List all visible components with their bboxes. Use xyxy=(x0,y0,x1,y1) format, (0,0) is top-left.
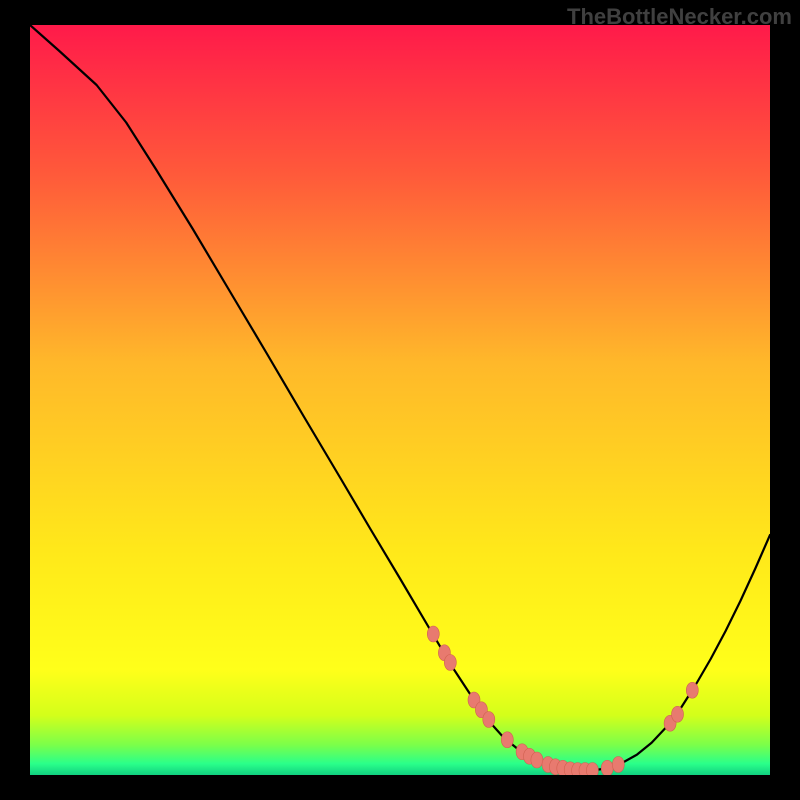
data-marker xyxy=(686,682,698,698)
data-marker xyxy=(612,757,624,773)
plot-area xyxy=(30,25,770,775)
chart-container: TheBottleNecker.com xyxy=(0,0,800,800)
data-marker xyxy=(601,760,613,775)
chart-svg xyxy=(30,25,770,775)
data-marker xyxy=(427,626,439,642)
data-marker xyxy=(444,655,456,671)
gradient-background xyxy=(30,25,770,775)
data-marker xyxy=(531,752,543,768)
watermark-text: TheBottleNecker.com xyxy=(567,4,792,30)
data-marker xyxy=(586,763,598,776)
data-marker xyxy=(483,712,495,728)
data-marker xyxy=(501,732,513,748)
data-marker xyxy=(672,706,684,722)
